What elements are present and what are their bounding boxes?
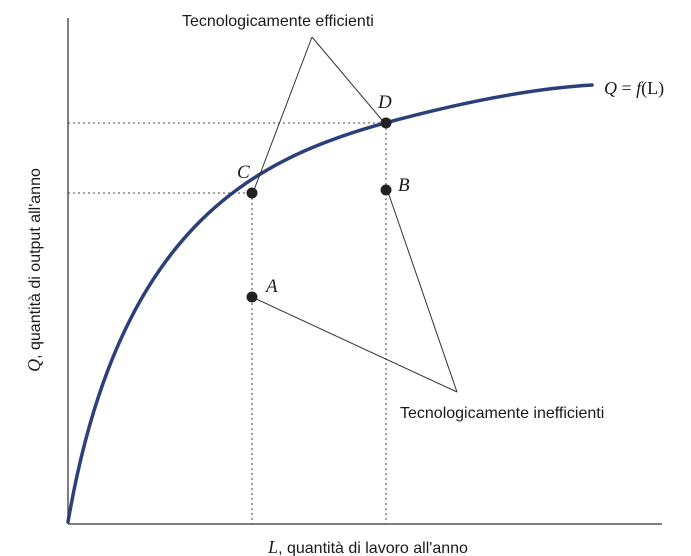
point-a [246,291,258,303]
point-c [246,187,258,199]
curve-label: Q = f(L) [604,78,664,99]
point-b [380,184,392,196]
inefficient-label: Tecnologicamente inefficienti [400,405,604,422]
point-label-b: B [398,175,410,196]
point-label-c: C [237,162,250,183]
x-axis-label: L, quantità di lavoro all'anno [267,537,468,556]
point-label-d: D [377,92,392,113]
production-curve [66,83,594,524]
inefficient-pointer-b [387,191,458,393]
inefficient-pointer-a [253,297,458,393]
efficient-pointer-c [253,36,313,191]
efficient-label: Tecnologicamente efficienti [182,13,374,30]
point-label-a: A [264,276,278,297]
point-d [380,117,392,129]
efficient-pointer-d [311,36,383,121]
y-axis-label: Q, quantità di output all'anno [24,168,44,372]
